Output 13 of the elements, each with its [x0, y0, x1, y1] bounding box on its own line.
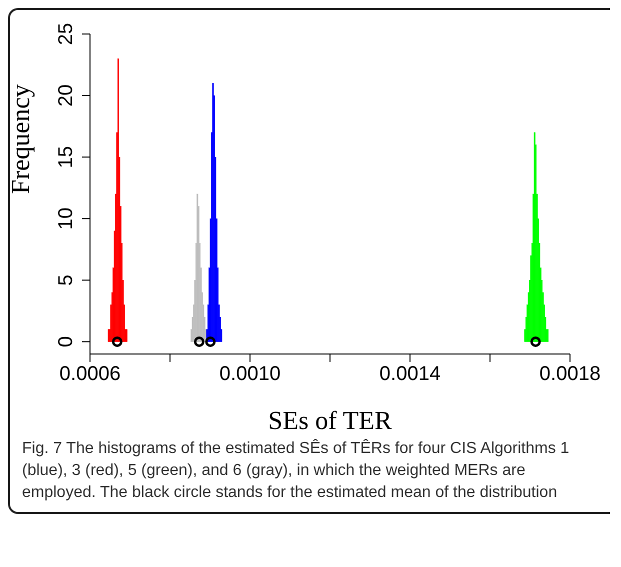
y-tick-label: 20 [55, 84, 77, 107]
y-tick-label: 10 [55, 207, 77, 230]
y-tick-label: 5 [55, 274, 77, 286]
x-tick-label: 0.0010 [219, 363, 281, 385]
x-tick-label: 0.0014 [379, 363, 441, 385]
y-axis-title: Frequency [6, 84, 36, 194]
caption: Fig. 7 The histograms of the estimated SÊs of TÊRs for four CIS Algorithms 1 (blue), 3 (red), 5 (green), and 6 (gray), in which the weighted MERs are employed. The black circle stands for the estimated mean of the distribution [21, 438, 570, 503]
y-tick-label: 0 [55, 336, 77, 348]
y-tick-label: 25 [55, 22, 77, 46]
x-axis-title: SEs of TER [268, 406, 393, 435]
x-tick-label: 0.0006 [59, 363, 121, 385]
y-tick-label: 15 [55, 146, 77, 168]
x-tick-label: 0.0018 [539, 363, 601, 385]
